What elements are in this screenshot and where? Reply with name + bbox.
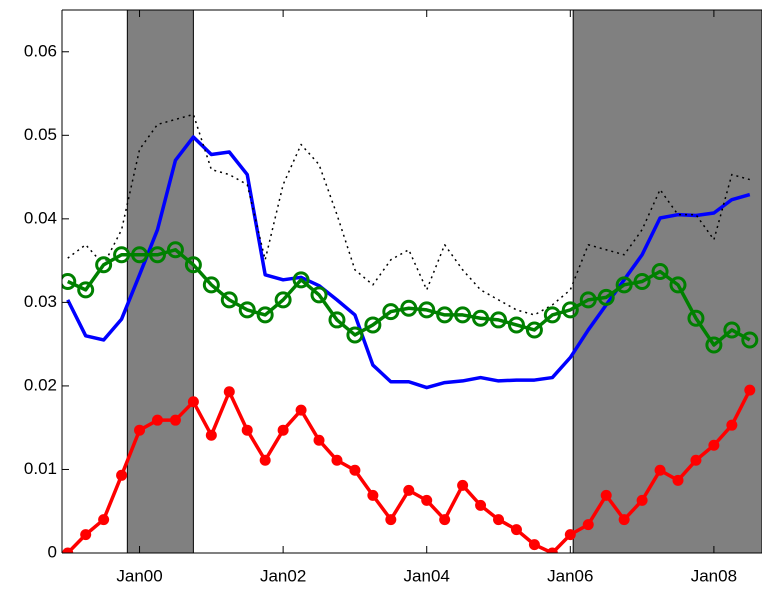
marker xyxy=(600,489,612,501)
marker xyxy=(385,514,397,526)
marker xyxy=(274,291,292,309)
marker xyxy=(382,303,400,321)
marker xyxy=(364,316,382,334)
marker xyxy=(400,299,418,317)
marker xyxy=(238,301,256,319)
marker xyxy=(95,256,113,274)
marker xyxy=(597,288,615,306)
marker xyxy=(220,291,238,309)
y-tick-label: 0.04 xyxy=(24,208,57,227)
marker xyxy=(690,454,702,466)
marker xyxy=(77,281,95,299)
y-tick-label: 0.03 xyxy=(24,292,57,311)
marker xyxy=(62,547,74,553)
marker xyxy=(223,386,235,398)
marker xyxy=(295,404,307,416)
marker xyxy=(310,286,328,304)
marker xyxy=(472,309,490,327)
plot-area xyxy=(62,10,762,553)
marker xyxy=(579,291,597,309)
marker xyxy=(490,311,508,329)
marker xyxy=(292,271,310,289)
marker xyxy=(148,246,166,264)
marker xyxy=(561,301,579,319)
marker xyxy=(166,241,184,259)
marker xyxy=(349,464,361,476)
marker xyxy=(546,547,558,553)
marker xyxy=(313,434,325,446)
marker xyxy=(421,494,433,506)
marker xyxy=(256,306,274,324)
x-tick-label: Jan08 xyxy=(691,566,737,585)
marker xyxy=(418,301,436,319)
marker xyxy=(564,529,576,541)
marker xyxy=(134,424,146,436)
marker xyxy=(113,246,131,264)
y-tick-label: 0.06 xyxy=(24,41,57,60)
marker xyxy=(457,479,469,491)
marker xyxy=(669,276,687,294)
marker xyxy=(726,419,738,431)
marker xyxy=(723,321,741,339)
series-line xyxy=(66,135,751,390)
marker xyxy=(184,256,202,274)
marker xyxy=(205,429,217,441)
marker xyxy=(708,439,720,451)
x-tick-label: Jan04 xyxy=(404,566,450,585)
x-tick-label: Jan00 xyxy=(116,566,162,585)
y-tick-label: 0.02 xyxy=(24,375,57,394)
marker xyxy=(328,311,346,329)
marker xyxy=(744,384,756,396)
marker xyxy=(439,514,451,526)
marker xyxy=(507,316,525,334)
marker xyxy=(528,539,540,551)
marker xyxy=(510,524,522,536)
y-tick-label: 0.01 xyxy=(24,459,57,478)
marker xyxy=(403,484,415,496)
marker xyxy=(454,306,472,324)
marker xyxy=(633,273,651,290)
marker xyxy=(687,309,705,327)
shaded-region xyxy=(572,10,762,553)
marker xyxy=(636,494,648,506)
marker xyxy=(705,336,723,354)
marker xyxy=(151,414,163,426)
marker xyxy=(241,424,253,436)
marker xyxy=(582,519,594,531)
marker xyxy=(62,273,77,290)
marker xyxy=(543,306,561,324)
marker xyxy=(98,514,110,526)
marker xyxy=(654,464,666,476)
marker xyxy=(277,424,289,436)
marker xyxy=(331,454,343,466)
marker xyxy=(346,326,364,344)
x-tick-label: Jan02 xyxy=(260,566,306,585)
marker xyxy=(615,276,633,294)
marker xyxy=(367,489,379,501)
marker xyxy=(116,469,128,481)
marker xyxy=(741,331,759,349)
marker xyxy=(475,499,487,511)
marker xyxy=(131,246,149,264)
x-tick-label: Jan06 xyxy=(547,566,593,585)
axes: 0 0.01 0.02 0.03 0.04 0.05 0.06 Jan00 Jan02 Jan04… xyxy=(24,9,762,585)
marker xyxy=(672,474,684,486)
marker xyxy=(493,514,505,526)
marker xyxy=(169,414,181,426)
marker xyxy=(259,454,271,466)
y-tick-label: 0.05 xyxy=(24,125,57,144)
marker xyxy=(80,529,92,541)
marker xyxy=(187,396,199,408)
y-tick-label: 0 xyxy=(48,542,57,561)
marker xyxy=(436,306,454,324)
marker xyxy=(618,514,630,526)
marker xyxy=(525,321,543,339)
marker xyxy=(651,262,669,280)
marker xyxy=(202,276,220,294)
